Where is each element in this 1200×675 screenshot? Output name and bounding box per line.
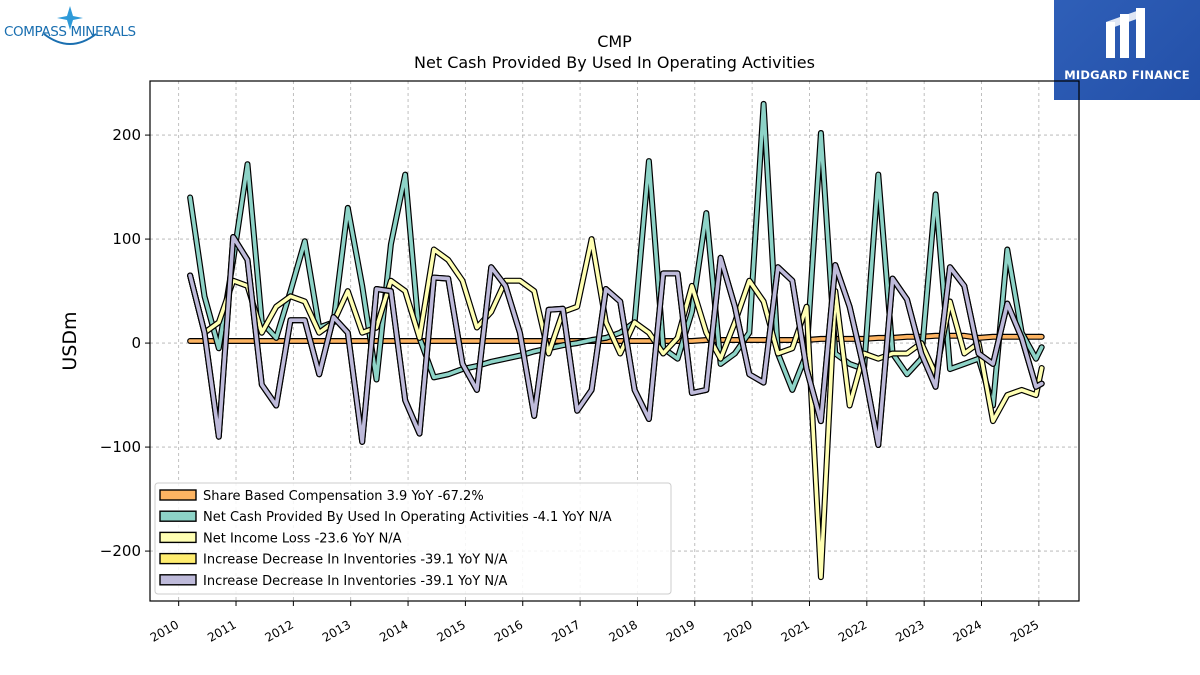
series-layer [187, 100, 1045, 581]
legend-swatch [159, 552, 197, 565]
y-tick-label: −200 [100, 542, 141, 560]
legend-item: Net Cash Provided By Used In Operating A… [159, 510, 612, 525]
x-tick-label: 2016 [492, 617, 525, 644]
series-0 [187, 332, 1045, 344]
chart-subtitle: Net Cash Provided By Used In Operating A… [414, 53, 815, 72]
y-tick-label: −100 [100, 438, 141, 456]
x-tick-label: 2024 [951, 617, 984, 644]
legend-label: Net Cash Provided By Used In Operating A… [203, 510, 612, 525]
x-tick-label: 2017 [549, 617, 582, 644]
x-tick-label: 2020 [721, 617, 754, 644]
y-tick-label: 0 [131, 334, 141, 352]
y-tick-label: 200 [112, 126, 141, 144]
legend-box [154, 482, 672, 595]
y-tick-label: 100 [112, 230, 141, 248]
x-tick-label: 2010 [148, 617, 181, 644]
legend-item: Share Based Compensation 3.9 YoY -67.2% [159, 489, 484, 504]
legend: Share Based Compensation 3.9 YoY -67.2% N… [154, 482, 672, 595]
series-line [188, 333, 1044, 343]
y-axis: −200 −100 0 100 200 [100, 126, 150, 560]
x-tick-label: 2011 [205, 617, 238, 644]
compass-minerals-logo: COMPASS MINERALS [4, 4, 149, 54]
legend-item: Increase Decrease In Inventories -39.1 Y… [159, 574, 507, 589]
compass-star-icon [43, 6, 97, 45]
x-tick-label: 2013 [320, 617, 353, 644]
x-axis: 2010 2011 2012 2013 2014 2015 2016 2017 2018 2019… [148, 601, 1041, 645]
midgard-m-icon [1106, 8, 1145, 58]
x-tick-label: 2019 [664, 617, 697, 644]
series-line [188, 235, 1044, 447]
legend-item: Net Income Loss -23.6 YoY N/A [159, 531, 402, 546]
x-tick-label: 2018 [607, 617, 640, 644]
x-tick-label: 2021 [779, 617, 812, 644]
compass-minerals-logo-text: COMPASS MINERALS [4, 24, 136, 40]
legend-swatch [159, 531, 197, 544]
legend-swatch [159, 489, 197, 501]
x-tick-label: 2023 [893, 617, 926, 644]
midgard-finance-logo: MIDGARD FINANCE [1054, 0, 1200, 100]
x-tick-label: 2025 [1008, 617, 1041, 644]
legend-label: Increase Decrease In Inventories -39.1 Y… [203, 553, 507, 568]
legend-label: Net Income Loss -23.6 YoY N/A [203, 531, 402, 546]
y-axis-label: USDm [59, 311, 81, 370]
x-tick-label: 2022 [836, 617, 869, 644]
x-tick-label: 2015 [435, 617, 468, 644]
plot-frame [149, 80, 1080, 602]
series-4 [187, 234, 1045, 448]
chart-title: CMP [597, 32, 632, 51]
x-tick-label: 2014 [377, 617, 410, 644]
legend-item: Increase Decrease In Inventories -39.1 Y… [159, 552, 507, 568]
x-tick-label: 2012 [262, 617, 295, 644]
midgard-finance-logo-text: MIDGARD FINANCE [1064, 68, 1190, 82]
legend-label: Share Based Compensation 3.9 YoY -67.2% [203, 489, 484, 504]
legend-swatch [159, 574, 197, 586]
legend-swatch [159, 510, 197, 522]
legend-label: Increase Decrease In Inventories -39.1 Y… [203, 574, 507, 589]
